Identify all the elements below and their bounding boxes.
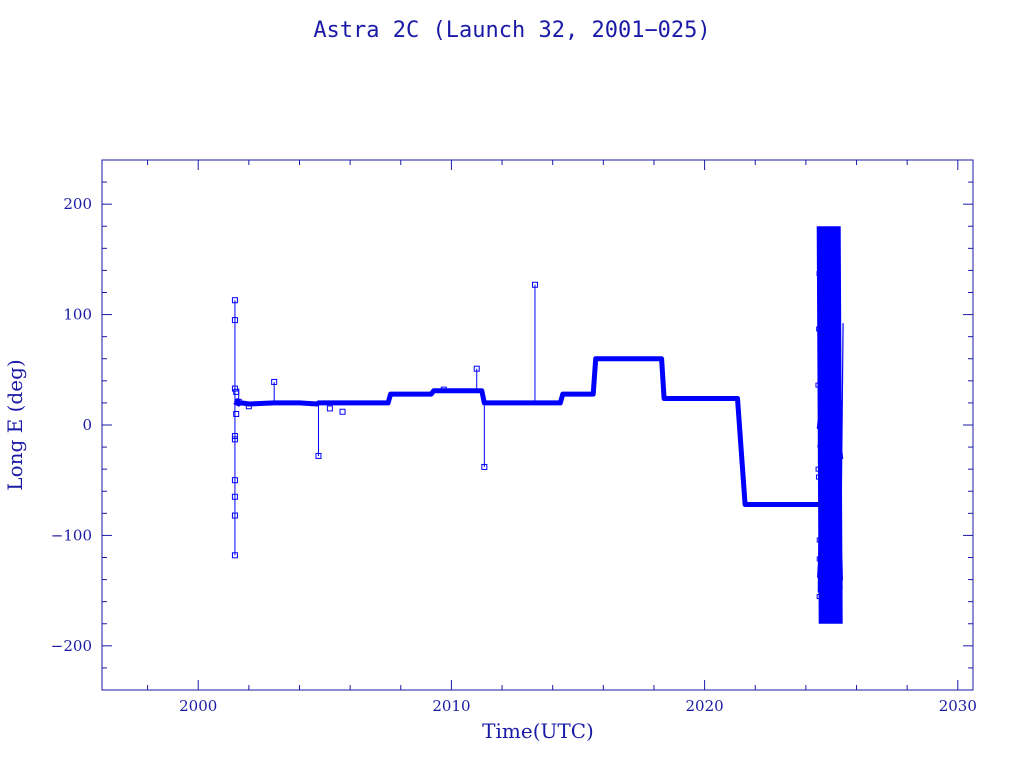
wrap-marker	[823, 418, 829, 424]
wrap-marker	[827, 261, 833, 267]
y-tick-label: −200	[51, 637, 92, 655]
data-point-marker	[233, 410, 240, 417]
wrap-marker	[819, 411, 825, 417]
wrap-marker	[822, 529, 828, 535]
data-point-marker	[245, 403, 252, 410]
y-tick-label: 200	[63, 195, 92, 213]
wrap-marker	[823, 245, 829, 251]
wrap-marker	[825, 521, 831, 527]
wrap-marker	[828, 464, 834, 470]
data-point-marker	[531, 281, 538, 288]
y-tick-label: 0	[82, 416, 92, 434]
x-tick-label: 2000	[179, 697, 217, 715]
chart-title: Astra 2C (Launch 32, 2001−025)	[313, 18, 710, 43]
series-line	[233, 356, 819, 507]
wrap-marker	[817, 331, 823, 337]
wrap-marker	[829, 291, 835, 297]
x-tick-label: 2010	[432, 697, 470, 715]
wrap-marker	[835, 395, 841, 401]
wrap-marker	[825, 227, 831, 233]
wrap-marker	[825, 327, 831, 333]
wrap-marker	[815, 382, 821, 388]
wrap-marker	[824, 591, 830, 597]
x-tick-label: 2020	[686, 697, 724, 715]
data-point-marker	[235, 398, 242, 405]
series-layer	[231, 226, 844, 624]
wrap-marker	[829, 559, 835, 565]
data-point-marker	[326, 405, 333, 412]
y-tick-label: −100	[51, 526, 92, 544]
wrap-marker	[831, 310, 837, 316]
data-point-marker	[231, 317, 238, 324]
data-point-marker	[231, 385, 238, 392]
y-tick-label: 100	[63, 306, 92, 324]
wrap-marker	[826, 444, 832, 450]
series-wrap-lines	[816, 226, 844, 624]
wrap-marker	[825, 401, 831, 407]
data-point-marker	[440, 386, 447, 393]
wrap-marker	[817, 263, 823, 269]
data-point-marker	[231, 552, 238, 559]
wrap-marker	[821, 260, 827, 266]
data-point-marker	[231, 297, 238, 304]
wrap-marker	[831, 425, 837, 431]
wrap-marker	[831, 367, 837, 373]
data-point-marker	[339, 408, 346, 415]
wrap-marker	[836, 400, 842, 406]
wrap-marker	[834, 609, 840, 615]
wrap-marker	[833, 457, 839, 463]
wrap-marker	[827, 510, 833, 516]
wrap-marker	[833, 550, 839, 556]
wrap-marker	[825, 236, 831, 242]
x-axis-label: Time(UTC)	[482, 719, 594, 743]
data-point-marker	[315, 452, 322, 459]
wrap-marker	[835, 579, 841, 585]
wrap-marker	[822, 251, 828, 257]
data-point-marker	[231, 436, 238, 443]
data-point-marker	[473, 365, 480, 372]
data-point-marker	[271, 378, 278, 385]
data-point-marker	[233, 388, 240, 395]
wrap-marker	[830, 554, 836, 560]
wrap-marker	[824, 471, 830, 477]
data-point-marker	[231, 493, 238, 500]
wrap-marker	[834, 334, 840, 340]
wrap-marker	[826, 341, 832, 347]
data-point-marker	[231, 512, 238, 519]
wrap-marker	[836, 416, 842, 422]
wrap-marker	[835, 351, 841, 357]
wrap-marker	[834, 244, 840, 250]
wrap-marker	[815, 466, 821, 472]
wrap-marker	[822, 455, 828, 461]
wrap-marker	[820, 478, 826, 484]
wrap-marker	[815, 474, 821, 480]
wrap-marker	[816, 271, 822, 277]
wrap-marker	[820, 371, 826, 377]
wrap-marker	[816, 556, 822, 562]
wrap-marker	[818, 359, 824, 365]
y-axis-label: Long E (deg)	[3, 359, 27, 490]
axis-ticks	[102, 160, 973, 690]
data-point-marker	[231, 477, 238, 484]
tick-labels: 2000 2010 2020 2030 −200 −100 0 100 200	[51, 195, 977, 715]
data-point-marker	[481, 463, 488, 470]
data-point-marker	[231, 433, 238, 440]
wrap-marker	[832, 257, 838, 263]
wrap-marker	[816, 537, 822, 543]
wrap-marker	[823, 608, 829, 614]
wrap-marker	[816, 326, 822, 332]
wrap-marker	[824, 532, 830, 538]
wrap-marker	[816, 594, 822, 600]
x-tick-label: 2030	[939, 697, 977, 715]
wrap-marker	[819, 500, 825, 506]
